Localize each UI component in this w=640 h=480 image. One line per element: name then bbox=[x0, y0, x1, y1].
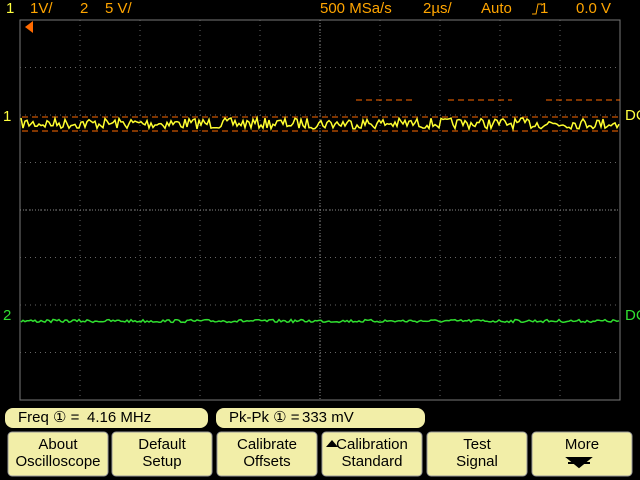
ch2-coupling: DC bbox=[625, 307, 640, 324]
sample-rate: 500 MSa/s bbox=[320, 0, 392, 17]
graticule bbox=[19, 19, 621, 401]
softkey-label[interactable]: Offsets bbox=[243, 453, 290, 470]
softkey-label[interactable]: Standard bbox=[342, 453, 403, 470]
ch2-marker: 2 bbox=[3, 307, 11, 324]
ch2-scale: 5 V/ bbox=[105, 0, 133, 17]
up-arrow-icon bbox=[326, 440, 338, 447]
trigger-level: 0.0 V bbox=[576, 0, 611, 17]
softkey-label[interactable]: Calibration bbox=[336, 436, 408, 453]
softkey-label[interactable]: About bbox=[38, 436, 78, 453]
ch1-marker: 1 bbox=[3, 108, 11, 125]
softkey-label[interactable]: Signal bbox=[456, 453, 498, 470]
trigger-edge-icon bbox=[532, 3, 542, 15]
ch1-scale: 1V/ bbox=[30, 0, 53, 17]
measurement-box bbox=[216, 408, 425, 428]
softkey-label[interactable]: Oscilloscope bbox=[15, 453, 100, 470]
softkey[interactable] bbox=[7, 431, 109, 477]
softkey-label[interactable]: Test bbox=[463, 436, 491, 453]
softkey-label[interactable]: Setup bbox=[142, 453, 181, 470]
ch1-number: 1 bbox=[6, 0, 14, 17]
ch2-number: 2 bbox=[80, 0, 88, 17]
more-arrow-icon bbox=[565, 457, 593, 469]
softkey[interactable] bbox=[531, 431, 633, 477]
measurement-label: Pk-Pk ① = bbox=[229, 409, 300, 426]
softkey[interactable] bbox=[321, 431, 423, 477]
trigger-position-marker bbox=[25, 21, 33, 33]
softkey-label[interactable]: More bbox=[565, 436, 599, 453]
measurement-value: 4.16 MHz bbox=[87, 409, 151, 426]
softkey[interactable] bbox=[216, 431, 318, 477]
ch1-trace bbox=[20, 115, 620, 132]
trigger-source: 1 bbox=[540, 0, 548, 17]
ch2-trace bbox=[20, 318, 620, 324]
measurement-value: 333 mV bbox=[302, 409, 354, 426]
ch1-coupling: DC bbox=[625, 107, 640, 124]
trigger-mode: Auto bbox=[481, 0, 512, 17]
softkey[interactable] bbox=[111, 431, 213, 477]
softkey-label[interactable]: Default bbox=[138, 436, 186, 453]
softkey-label[interactable]: Calibrate bbox=[237, 436, 297, 453]
timebase: 2µs/ bbox=[423, 0, 452, 17]
measurement-box bbox=[5, 408, 208, 428]
measurement-label: Freq ① = bbox=[18, 409, 80, 426]
softkey[interactable] bbox=[426, 431, 528, 477]
